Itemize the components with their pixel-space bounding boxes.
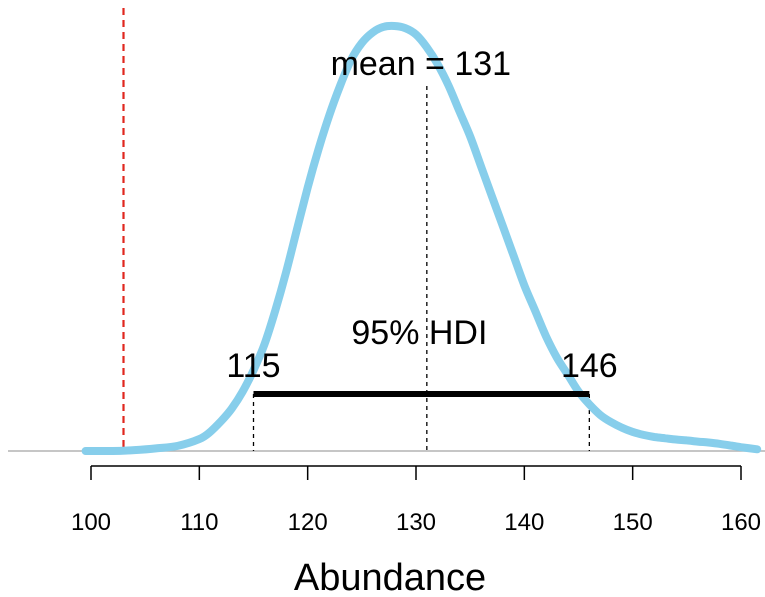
x-tick-label: 140 [504, 509, 544, 536]
x-axis: 100 110 120 130 140 150 160 [71, 465, 761, 536]
hdi-high-label: 146 [561, 347, 618, 385]
hdi-label: 95% HDI [351, 314, 487, 352]
x-tick-label: 160 [721, 509, 761, 536]
x-tick-label: 120 [288, 509, 328, 536]
x-axis-label: Abundance [294, 557, 486, 597]
hdi-low-label: 115 [226, 347, 280, 385]
x-tick-label: 150 [613, 509, 653, 536]
density-curve [81, 21, 762, 456]
x-tick-label: 110 [180, 509, 218, 536]
x-tick-label: 100 [71, 509, 111, 536]
x-tick-label: 130 [396, 509, 436, 536]
mean-label: mean = 131 [331, 45, 512, 83]
